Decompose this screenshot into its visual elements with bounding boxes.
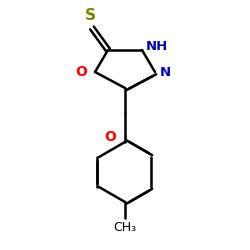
Text: O: O	[75, 65, 87, 79]
Text: NH: NH	[146, 40, 168, 54]
Text: O: O	[104, 130, 116, 144]
Text: N: N	[160, 66, 171, 78]
Text: CH₃: CH₃	[114, 221, 136, 234]
Text: S: S	[84, 8, 96, 23]
